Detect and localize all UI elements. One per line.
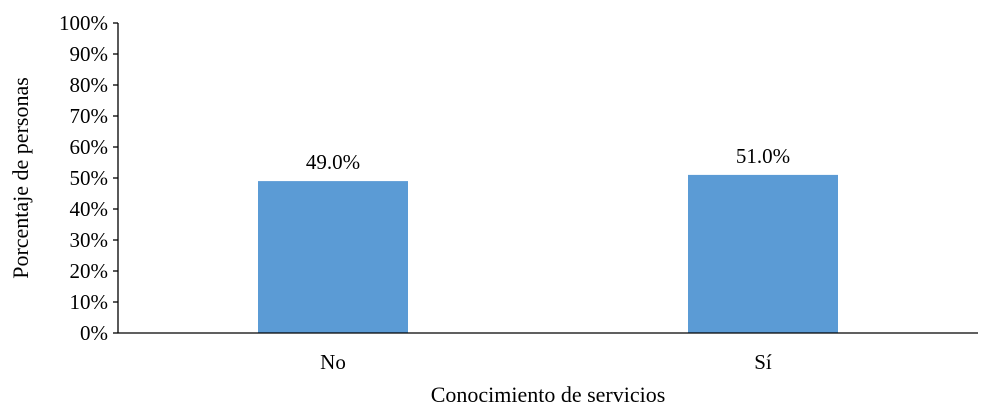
data-label: 49.0%	[306, 150, 360, 174]
bar-si	[688, 174, 838, 333]
y-tick-label: 70%	[70, 104, 109, 128]
y-tick-label: 0%	[80, 321, 108, 345]
y-axis-ticks: 0% 10% 20% 30% 40% 50% 60% 70% 80% 90% 100%	[59, 11, 118, 345]
x-category-label: Sí	[754, 350, 772, 374]
bars	[258, 174, 838, 333]
x-axis-category-labels: No Sí	[320, 350, 772, 374]
y-tick-label: 50%	[70, 166, 109, 190]
y-tick-label: 10%	[70, 290, 109, 314]
data-label: 51.0%	[736, 144, 790, 168]
x-category-label: No	[320, 350, 346, 374]
y-tick-label: 100%	[59, 11, 108, 35]
y-tick-label: 90%	[70, 42, 109, 66]
x-axis-title: Conocimiento de servicios	[431, 382, 666, 406]
y-tick-label: 40%	[70, 197, 109, 221]
bar-no	[258, 181, 408, 333]
data-labels: 49.0% 51.0%	[306, 144, 790, 174]
y-tick-label: 80%	[70, 73, 109, 97]
y-axis-title: Porcentaje de personas	[8, 77, 33, 279]
y-tick-label: 30%	[70, 228, 109, 252]
y-tick-label: 20%	[70, 259, 109, 283]
y-tick-label: 60%	[70, 135, 109, 159]
